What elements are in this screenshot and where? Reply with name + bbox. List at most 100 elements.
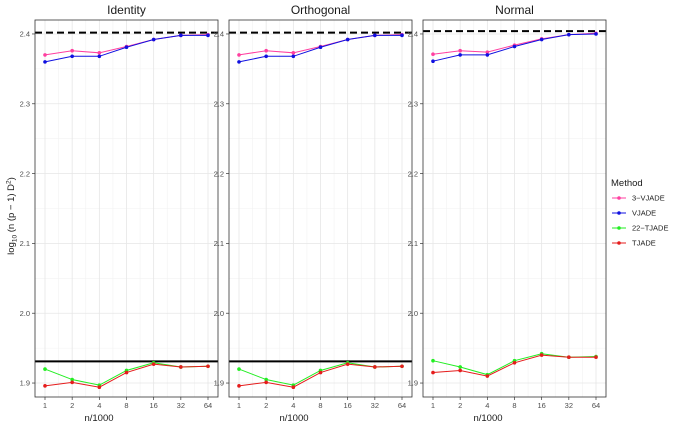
legend-label: 22−TJADE	[632, 224, 668, 233]
x-axis-title: n/1000	[279, 413, 308, 424]
data-point	[567, 355, 571, 360]
legend-label: VJADE	[632, 209, 656, 218]
data-point	[318, 370, 323, 375]
data-point	[594, 355, 598, 360]
legend-item: 22−TJADE	[612, 224, 668, 233]
x-tick-label: 4	[97, 401, 101, 410]
data-point	[264, 48, 268, 53]
data-point	[70, 54, 74, 59]
data-point	[264, 54, 268, 59]
x-tick-label: 8	[318, 401, 322, 410]
data-point	[373, 365, 377, 369]
x-tick-label: 1	[237, 401, 241, 410]
data-point	[567, 32, 571, 37]
data-point	[400, 364, 404, 369]
x-tick-label: 32	[177, 401, 185, 410]
legend-item: VJADE	[612, 209, 656, 218]
data-point	[291, 385, 296, 390]
x-tick-label: 1	[43, 401, 47, 410]
data-point	[70, 380, 74, 385]
y-tick-label: 2.4	[408, 30, 418, 39]
data-point	[237, 367, 241, 371]
y-tick-label: 1.9	[20, 379, 30, 388]
x-tick-label: 64	[398, 401, 406, 410]
x-axis-title: n/1000	[473, 413, 502, 424]
y-axis-title-part: (n (p − 1) D	[6, 184, 17, 235]
data-point	[264, 380, 268, 385]
legend: Method 3−VJADE VJADE 22−TJADE TJADE	[611, 178, 668, 248]
y-tick-label: 2.4	[214, 30, 224, 39]
data-point	[43, 53, 47, 57]
data-point	[206, 33, 210, 38]
y-axis-title-part: )	[6, 177, 17, 180]
y-tick-label: 2.4	[20, 30, 30, 39]
legend-key-point	[617, 211, 621, 215]
legend-items: 3−VJADE VJADE 22−TJADE TJADE	[612, 194, 668, 248]
x-tick-label: 16	[149, 401, 157, 410]
y-axis-title: log10 (n (p − 1) D2)	[6, 177, 19, 255]
y-tick-label: 2.2	[214, 169, 224, 178]
y-tick-label: 2.1	[214, 239, 224, 248]
x-tick-label: 64	[204, 401, 212, 410]
y-axis-title-part: log	[6, 242, 17, 255]
data-point	[485, 53, 490, 57]
y-tick-label: 2.1	[408, 239, 418, 248]
x-tick-label: 64	[592, 401, 600, 410]
data-point	[124, 45, 129, 50]
legend-title: Method	[611, 178, 643, 189]
data-point	[539, 353, 544, 357]
data-point	[43, 384, 47, 388]
y-tick-label: 2.3	[214, 99, 224, 108]
data-point	[485, 374, 490, 378]
data-point	[124, 370, 129, 375]
data-point	[373, 33, 377, 38]
x-tick-label: 32	[565, 401, 573, 410]
data-point	[206, 364, 210, 369]
panel-identity: Identity 1.9 2.0 2.1 2.2 2.3 2.4 1 2 4 8 16 32 64	[20, 3, 219, 410]
panel-title: Orthogonal	[291, 3, 350, 17]
x-axis-title: n/1000	[84, 413, 113, 424]
x-tick-label: 2	[458, 401, 462, 410]
y-tick-label: 2.0	[20, 309, 30, 318]
panel-title: Normal	[495, 3, 534, 17]
y-axis-title-part: 10	[12, 235, 19, 243]
data-point	[345, 362, 350, 366]
data-point	[431, 358, 435, 363]
legend-item: 3−VJADE	[612, 194, 665, 203]
data-point	[318, 45, 323, 50]
data-point	[458, 365, 462, 369]
y-tick-label: 2.0	[214, 309, 224, 318]
panel-normal: Normal 1.9 2.0 2.1 2.2 2.3 2.4 1 2 4 8 16 32 64	[408, 3, 607, 410]
data-point	[70, 48, 74, 53]
data-point	[458, 368, 462, 373]
data-point	[539, 37, 544, 42]
y-tick-label: 2.2	[408, 169, 418, 178]
data-point	[237, 384, 241, 388]
data-point	[70, 377, 74, 382]
data-point	[431, 52, 435, 57]
y-tick-label: 2.2	[20, 169, 30, 178]
data-point	[291, 51, 296, 55]
panel-title: Identity	[107, 3, 146, 17]
data-point	[431, 370, 435, 375]
x-tick-label: 4	[485, 401, 489, 410]
chart-panels: Identity 1.9 2.0 2.1 2.2 2.3 2.4 1 2 4 8 16 32 64 Orth…	[20, 3, 607, 410]
y-tick-label: 2.3	[408, 99, 418, 108]
data-point	[512, 360, 517, 365]
data-point	[485, 50, 490, 54]
data-point	[512, 44, 517, 49]
x-tick-label: 2	[70, 401, 74, 410]
data-point	[43, 60, 47, 64]
y-tick-label: 1.9	[214, 379, 224, 388]
panel-border	[228, 19, 413, 398]
y-tick-label: 2.0	[408, 309, 418, 318]
data-point	[458, 53, 462, 57]
y-axis-title-part: 2	[6, 180, 13, 184]
legend-item: TJADE	[612, 239, 656, 248]
legend-key-point	[617, 226, 621, 230]
data-point	[345, 37, 350, 42]
x-tick-label: 2	[264, 401, 268, 410]
panel-border	[34, 19, 219, 398]
data-point	[458, 48, 462, 53]
x-tick-label: 16	[343, 401, 351, 410]
